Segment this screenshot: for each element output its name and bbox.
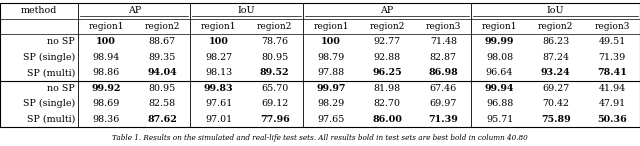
Text: 69.97: 69.97 [429,99,457,108]
Text: 81.98: 81.98 [374,84,401,93]
Text: 82.58: 82.58 [148,99,176,108]
Text: region2: region2 [538,22,573,31]
Text: 88.67: 88.67 [148,37,176,46]
Text: 98.94: 98.94 [93,53,120,62]
Text: 82.87: 82.87 [430,53,457,62]
Text: region3: region3 [594,22,630,31]
Text: region2: region2 [145,22,180,31]
Text: 98.27: 98.27 [205,53,232,62]
Text: 69.27: 69.27 [542,84,570,93]
Text: Table 1. Results on the simulated and real-life test sets. All results bold in t: Table 1. Results on the simulated and re… [112,134,528,142]
Text: 99.99: 99.99 [485,37,514,46]
Text: region3: region3 [426,22,461,31]
Text: 97.88: 97.88 [317,68,344,77]
Text: 87.62: 87.62 [147,115,177,124]
Text: 89.52: 89.52 [260,68,289,77]
Text: 67.46: 67.46 [429,84,457,93]
Text: 41.94: 41.94 [598,84,625,93]
Text: 71.48: 71.48 [430,37,457,46]
Text: 96.64: 96.64 [486,68,513,77]
Text: 75.89: 75.89 [541,115,570,124]
Text: 78.41: 78.41 [597,68,627,77]
Text: SP (single): SP (single) [23,53,75,62]
Text: SP (multi): SP (multi) [27,68,75,77]
Text: 98.69: 98.69 [92,99,120,108]
Text: no SP: no SP [47,37,75,46]
Text: 98.86: 98.86 [93,68,120,77]
Text: no SP: no SP [47,84,75,93]
Text: AP: AP [381,6,394,15]
Text: 97.65: 97.65 [317,115,344,124]
Text: IoU: IoU [547,6,564,15]
Text: 96.88: 96.88 [486,99,513,108]
Text: 86.98: 86.98 [428,68,458,77]
Text: 50.36: 50.36 [597,115,627,124]
Text: region2: region2 [257,22,292,31]
Text: 97.01: 97.01 [205,115,232,124]
Text: 49.51: 49.51 [598,37,625,46]
Text: region2: region2 [369,22,405,31]
Text: 97.61: 97.61 [205,99,232,108]
Text: IoU: IoU [238,6,255,15]
Text: 100: 100 [96,37,116,46]
Text: 99.92: 99.92 [92,84,121,93]
Text: 94.04: 94.04 [147,68,177,77]
Text: 87.24: 87.24 [542,53,569,62]
Text: 47.91: 47.91 [598,99,625,108]
Text: 93.24: 93.24 [541,68,571,77]
Text: 78.76: 78.76 [261,37,288,46]
Text: 95.71: 95.71 [486,115,513,124]
Text: 70.42: 70.42 [542,99,569,108]
Text: 92.77: 92.77 [374,37,401,46]
Text: 77.96: 77.96 [260,115,290,124]
Text: 100: 100 [321,37,341,46]
Text: 69.12: 69.12 [261,99,289,108]
Text: 98.13: 98.13 [205,68,232,77]
Text: 71.39: 71.39 [428,115,458,124]
Text: SP (single): SP (single) [23,99,75,108]
Text: 89.35: 89.35 [148,53,176,62]
Text: AP: AP [127,6,141,15]
Text: 71.39: 71.39 [598,53,625,62]
Text: 80.95: 80.95 [148,84,176,93]
Text: 98.79: 98.79 [317,53,344,62]
Text: 86.23: 86.23 [542,37,570,46]
Text: 80.95: 80.95 [261,53,289,62]
Text: 96.25: 96.25 [372,68,402,77]
Text: 99.97: 99.97 [316,84,346,93]
Text: 98.08: 98.08 [486,53,513,62]
Text: 100: 100 [209,37,228,46]
Text: region1: region1 [88,22,124,31]
Text: 86.00: 86.00 [372,115,402,124]
Text: 98.36: 98.36 [92,115,120,124]
Text: 92.88: 92.88 [374,53,401,62]
Text: method: method [21,6,57,15]
Text: SP (multi): SP (multi) [27,115,75,124]
Text: 65.70: 65.70 [261,84,289,93]
Text: region1: region1 [201,22,236,31]
Text: 99.83: 99.83 [204,84,234,93]
Text: 82.70: 82.70 [374,99,401,108]
Text: 99.94: 99.94 [484,84,515,93]
Text: 98.29: 98.29 [317,99,344,108]
Text: region1: region1 [482,22,517,31]
Text: region1: region1 [313,22,349,31]
